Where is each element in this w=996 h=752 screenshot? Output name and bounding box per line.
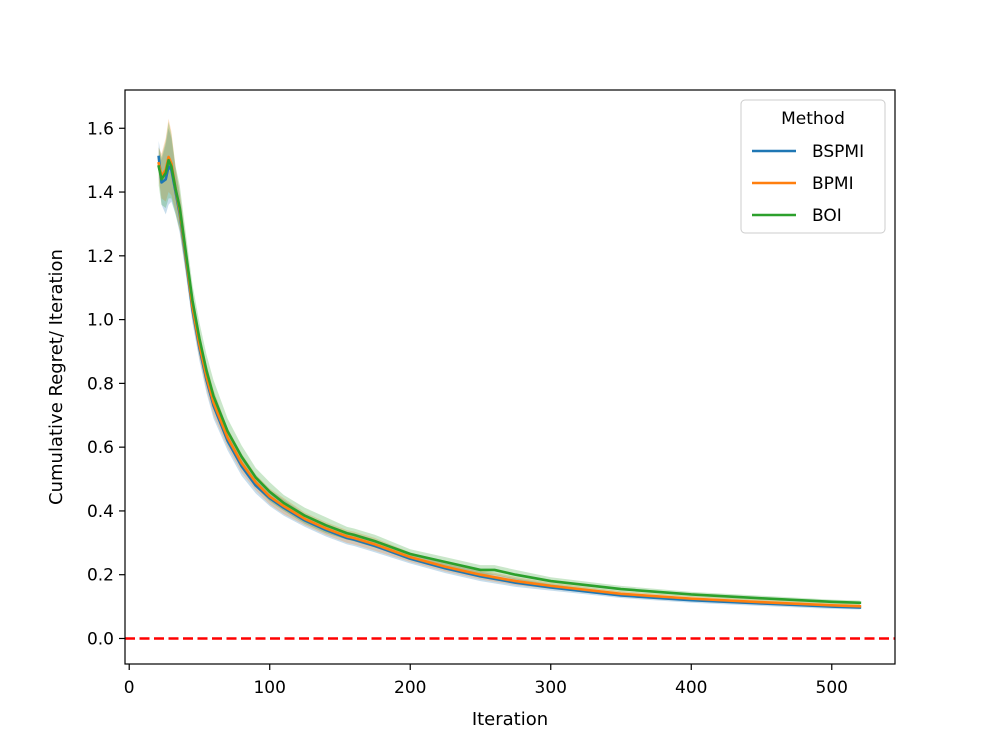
- y-tick-label: 1.4: [87, 183, 114, 203]
- x-tick-label: 300: [535, 678, 567, 698]
- plot-frame: [124, 89, 896, 665]
- legend-label-bpmi: BPMI: [812, 174, 854, 194]
- y-tick-label: 1.2: [87, 247, 114, 267]
- y-tick-label: 0.2: [87, 566, 114, 586]
- y-axis-title: Cumulative Regret/ Iteration: [46, 249, 67, 505]
- x-tick-label: 200: [394, 678, 426, 698]
- legend-label-bspmi: BSPMI: [812, 142, 864, 162]
- x-axis-title: Iteration: [472, 709, 548, 730]
- legend-items: BSPMI BPMI BOI: [752, 142, 864, 226]
- series-lines: [157, 155, 862, 609]
- legend: Method BSPMI BPMI BOI: [740, 99, 886, 234]
- y-tick-label: 0.8: [87, 374, 114, 394]
- y-tick-label: 0.4: [87, 502, 114, 522]
- legend-label-boi: BOI: [812, 206, 842, 226]
- x-axis-ticks: 0 100 200 300 400 500: [124, 664, 848, 698]
- x-tick-label: 400: [675, 678, 707, 698]
- y-tick-label: 0.6: [87, 438, 114, 458]
- y-tick-label: 1.0: [87, 311, 114, 331]
- y-axis-ticks: 0.0 0.2 0.4 0.6 0.8 1.0 1.2 1.4 1.6: [87, 119, 125, 649]
- legend-box: [740, 99, 886, 234]
- legend-title: Method: [781, 109, 845, 129]
- series-line-boi: [157, 158, 862, 605]
- y-tick-label: 1.6: [87, 119, 114, 139]
- y-tick-label: 0.0: [87, 629, 114, 649]
- x-tick-label: 500: [816, 678, 848, 698]
- x-tick-label: 100: [253, 678, 285, 698]
- x-tick-label: 0: [124, 678, 135, 698]
